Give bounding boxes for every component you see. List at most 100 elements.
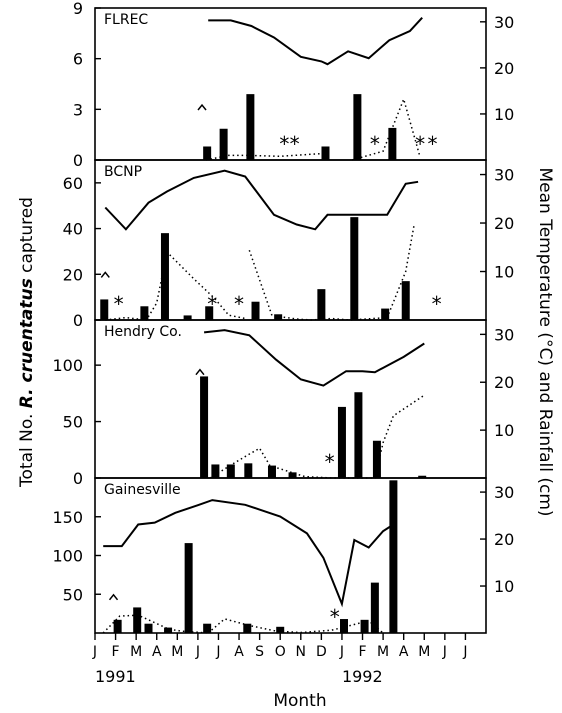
bar: [160, 233, 169, 320]
asterisk-marker: *: [432, 292, 442, 316]
right-y-tick-label: 10: [494, 263, 514, 282]
panel: BCNP 0 20 40 60 10 20 30 * * * *: [63, 159, 514, 330]
bar: [144, 623, 153, 633]
bar: [244, 463, 253, 478]
bar: [381, 308, 390, 320]
left-y-tick-label: 60: [63, 174, 83, 193]
left-y-tick-label: 6: [73, 50, 83, 69]
panel-frame: [94, 319, 487, 479]
right-y-tick-label: 30: [494, 325, 514, 344]
right-y-tick-label: 10: [494, 577, 514, 596]
panel-title: Gainesville: [104, 482, 181, 498]
rainfall-line: [207, 618, 384, 634]
rainfall-line: [209, 394, 425, 479]
bar: [276, 626, 285, 633]
bar: [388, 127, 397, 160]
panel-title: FLREC: [104, 12, 148, 28]
bar: [183, 315, 192, 320]
bar: [203, 623, 212, 633]
bar: [370, 582, 379, 633]
left-y-tick-label: 100: [52, 547, 83, 566]
asterisk-marker: *: [415, 132, 425, 156]
left-y-tick-label: 0: [73, 469, 83, 488]
bar: [133, 607, 142, 633]
left-y-tick-label: 50: [63, 585, 83, 604]
bar: [100, 299, 109, 320]
month-tick-label: N: [296, 644, 306, 660]
bar: [164, 627, 173, 633]
right-y-tick-label: 30: [494, 166, 514, 185]
temperature-line: [203, 329, 425, 387]
left-axis-title-prefix: Total No.: [17, 408, 37, 488]
month-tick-label: F: [112, 644, 120, 660]
month-tick-label: S: [255, 644, 264, 660]
asterisk-marker: *: [279, 132, 289, 156]
right-y-tick-label: 10: [494, 105, 514, 124]
bar: [418, 475, 427, 478]
month-tick-label: F: [358, 644, 366, 660]
bar: [219, 128, 228, 160]
asterisk-marker: *: [290, 132, 300, 156]
bar: [211, 464, 220, 478]
bar: [251, 301, 260, 320]
temperature-line: [208, 17, 423, 66]
bar: [184, 543, 193, 633]
month-tick-label: M: [171, 644, 183, 660]
bar: [267, 465, 276, 478]
rainfall-line: [351, 96, 421, 161]
left-y-tick-label: 100: [52, 356, 83, 375]
month-tick-label: A: [234, 644, 244, 660]
bar: [360, 619, 369, 633]
month-tick-label: J: [462, 644, 467, 660]
right-axis-title: Mean Temperature (°C) and Rainfall (cm): [535, 167, 555, 516]
rainfall-line: [248, 225, 415, 321]
month-tick-label: J: [339, 644, 344, 660]
bar: [353, 94, 362, 160]
caret-marker: [195, 368, 205, 376]
month-tick-label: M: [377, 644, 389, 660]
bar: [401, 281, 410, 320]
asterisk-marker: *: [427, 132, 437, 156]
right-y-tick-label: 30: [494, 483, 514, 502]
left-axis-title-species: R. cruentatus: [17, 278, 37, 408]
bar: [226, 464, 235, 478]
asterisk-marker: *: [325, 450, 335, 474]
bar: [340, 619, 349, 633]
x-axis-title: Month: [273, 691, 326, 711]
left-y-tick-label: 9: [73, 0, 83, 18]
right-y-tick-label: 20: [494, 530, 514, 549]
month-tick-label: J: [195, 644, 200, 660]
bar: [243, 623, 252, 633]
caret-marker: [100, 271, 110, 278]
right-y-tick-label: 20: [494, 373, 514, 392]
asterisk-marker: *: [234, 292, 244, 316]
right-y-tick-label: 20: [494, 59, 514, 78]
left-y-tick-label: 50: [63, 413, 83, 432]
bar: [372, 440, 381, 478]
left-y-tick-label: 150: [52, 508, 83, 527]
caret-marker: [197, 103, 207, 111]
bar: [113, 619, 122, 633]
bar: [354, 392, 363, 478]
asterisk-marker: *: [330, 605, 340, 629]
bar: [288, 472, 297, 478]
left-y-tick-label: 0: [73, 311, 83, 330]
rainfall-line: [102, 614, 209, 634]
month-tick-label: J: [215, 644, 220, 660]
year-label: 1991: [95, 667, 136, 686]
bar: [389, 480, 398, 633]
bar: [350, 217, 359, 320]
panel-frame: [94, 477, 487, 634]
asterisk-marker: *: [114, 292, 124, 316]
rainfall-line: [105, 250, 246, 321]
asterisk-marker: *: [207, 292, 217, 316]
left-y-tick-label: 20: [63, 265, 83, 284]
left-axis-title-suffix: captured: [17, 197, 37, 278]
left-axis-title: Total No. R. cruentatus captured: [17, 197, 37, 488]
month-tick-label: J: [442, 644, 447, 660]
left-y-tick-label: 40: [63, 220, 83, 239]
